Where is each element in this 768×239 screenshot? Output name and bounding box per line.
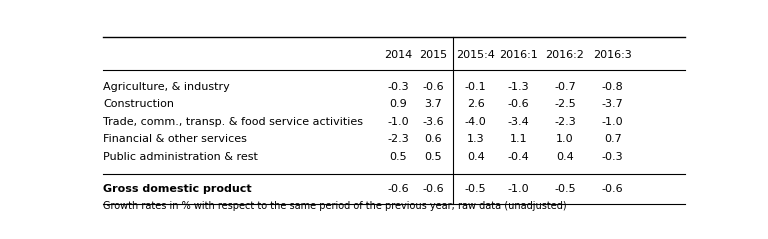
Text: -2.5: -2.5 (554, 99, 576, 109)
Text: -1.0: -1.0 (602, 117, 624, 127)
Text: Financial & other services: Financial & other services (103, 135, 247, 144)
Text: 1.1: 1.1 (510, 135, 528, 144)
Text: Trade, comm., transp. & food service activities: Trade, comm., transp. & food service act… (103, 117, 363, 127)
Text: Public administration & rest: Public administration & rest (103, 152, 258, 162)
Text: Growth rates in % with respect to the same period of the previous year; raw data: Growth rates in % with respect to the sa… (103, 201, 567, 211)
Text: -0.7: -0.7 (554, 82, 576, 92)
Text: -0.5: -0.5 (554, 184, 576, 194)
Text: 0.5: 0.5 (389, 152, 407, 162)
Text: -2.3: -2.3 (388, 135, 409, 144)
Text: 0.5: 0.5 (424, 152, 442, 162)
Text: -0.6: -0.6 (388, 184, 409, 194)
Text: -3.7: -3.7 (602, 99, 624, 109)
Text: 2016:2: 2016:2 (545, 50, 584, 60)
Text: -4.0: -4.0 (465, 117, 487, 127)
Text: 1.0: 1.0 (556, 135, 574, 144)
Text: -1.0: -1.0 (508, 184, 529, 194)
Text: -0.6: -0.6 (602, 184, 624, 194)
Text: -0.4: -0.4 (508, 152, 529, 162)
Text: -0.6: -0.6 (508, 99, 529, 109)
Text: 2016:3: 2016:3 (593, 50, 632, 60)
Text: -1.0: -1.0 (388, 117, 409, 127)
Text: -1.3: -1.3 (508, 82, 529, 92)
Text: -0.3: -0.3 (602, 152, 624, 162)
Text: 0.9: 0.9 (389, 99, 407, 109)
Text: 3.7: 3.7 (424, 99, 442, 109)
Text: -3.4: -3.4 (508, 117, 529, 127)
Text: -0.6: -0.6 (422, 82, 444, 92)
Text: 1.3: 1.3 (467, 135, 485, 144)
Text: 2015:4: 2015:4 (456, 50, 495, 60)
Text: Agriculture, & industry: Agriculture, & industry (103, 82, 230, 92)
Text: -0.8: -0.8 (602, 82, 624, 92)
Text: 2015: 2015 (419, 50, 447, 60)
Text: -0.5: -0.5 (465, 184, 487, 194)
Text: -0.3: -0.3 (388, 82, 409, 92)
Text: -0.6: -0.6 (422, 184, 444, 194)
Text: 2014: 2014 (384, 50, 412, 60)
Text: 0.6: 0.6 (424, 135, 442, 144)
Text: 0.4: 0.4 (467, 152, 485, 162)
Text: 0.4: 0.4 (556, 152, 574, 162)
Text: -2.3: -2.3 (554, 117, 576, 127)
Text: 2.6: 2.6 (467, 99, 485, 109)
Text: Construction: Construction (103, 99, 174, 109)
Text: Gross domestic product: Gross domestic product (103, 184, 252, 194)
Text: 2016:1: 2016:1 (499, 50, 538, 60)
Text: -0.1: -0.1 (465, 82, 487, 92)
Text: 0.7: 0.7 (604, 135, 621, 144)
Text: -3.6: -3.6 (422, 117, 444, 127)
